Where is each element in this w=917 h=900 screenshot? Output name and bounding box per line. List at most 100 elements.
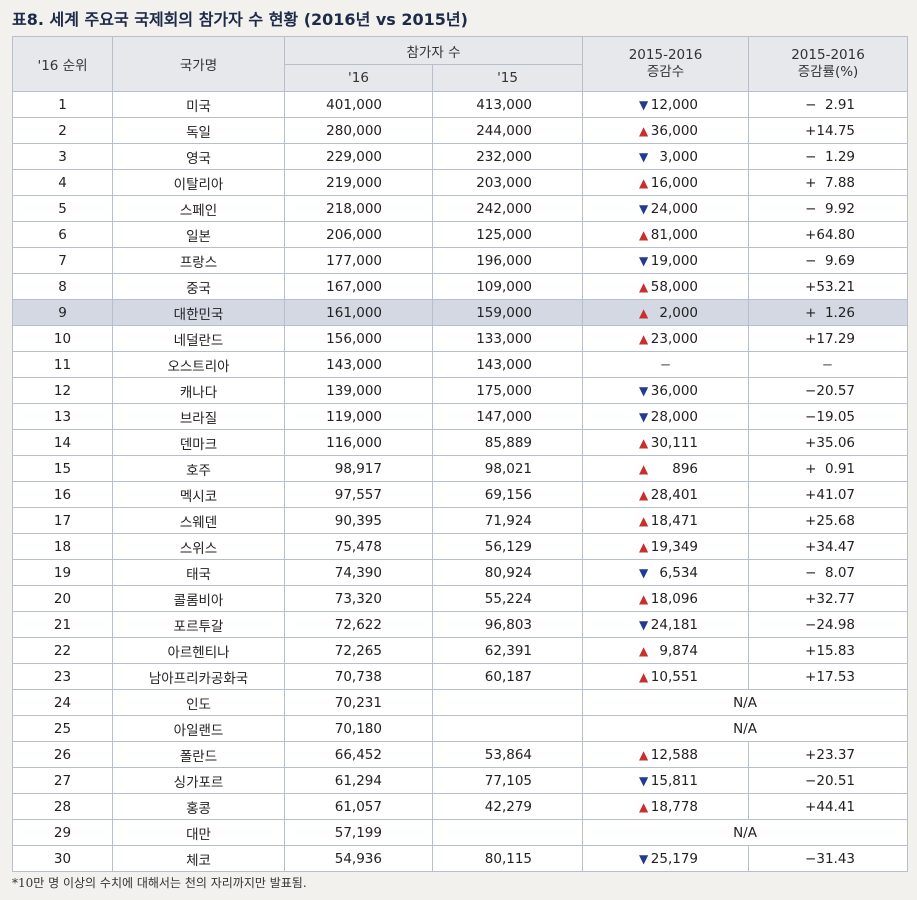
table-row: 1 미국 401,000 413,000 ▼ 12,000− 2.91 [12, 91, 909, 118]
change-value: 28,000 [650, 408, 699, 425]
country-cell: 프랑스 [112, 247, 285, 274]
participants-2015-cell: 232,000 [431, 143, 584, 170]
rank-cell: 7 [12, 247, 113, 274]
rate-cell: +44.41 [748, 793, 909, 820]
participants-2016-cell: 206,000 [284, 221, 433, 248]
participants-2015-cell: 56,129 [431, 533, 584, 560]
country-cell: 포르투갈 [112, 611, 285, 638]
change-value: 18,096 [650, 590, 699, 607]
change-cell: ▲ 36,000 [582, 117, 750, 144]
rank-cell: 11 [12, 351, 113, 378]
arrow-down-icon: ▼ [639, 409, 649, 424]
participants-2015-cell [431, 715, 584, 742]
arrow-up-icon: ▲ [639, 513, 649, 528]
country-cell: 네덜란드 [112, 325, 285, 352]
rank-cell: 27 [12, 767, 113, 794]
participants-2016-cell: 73,320 [284, 585, 433, 612]
participants-2016-cell: 54,936 [284, 845, 433, 872]
country-cell: 중국 [112, 273, 285, 300]
rate-cell: +64.80 [748, 221, 909, 248]
change-value: 19,000 [650, 252, 699, 269]
country-cell: 캐나다 [112, 377, 285, 404]
change-value: 6,534 [659, 564, 699, 581]
arrow-up-icon: ▲ [639, 461, 649, 476]
change-value: 896 [672, 460, 699, 477]
table-row: 15 호주 98,917 98,021 ▲ 896 + 0.91 [12, 455, 909, 482]
change-value: 12,588 [650, 746, 699, 763]
participants-2016-cell: 116,000 [284, 429, 433, 456]
header-participants: 참가자 수 [283, 36, 584, 65]
rate-cell: +35.06 [748, 429, 909, 456]
change-value: 36,000 [650, 382, 699, 399]
page-title: 표8. 세계 주요국 국제회의 참가자 수 현황 (2016년 vs 2015년… [12, 10, 468, 29]
country-cell: 호주 [112, 455, 285, 482]
country-cell: 덴마크 [112, 429, 285, 456]
rank-cell: 22 [12, 637, 113, 664]
rank-cell: 14 [12, 429, 113, 456]
table-row: 11 오스트리아 143,000 143,000− − [12, 351, 909, 378]
participants-2015-cell [431, 819, 584, 846]
change-cell: ▲ 19,349 [582, 533, 750, 560]
change-value: 81,000 [650, 226, 699, 243]
rate-cell: +25.68 [748, 507, 909, 534]
arrow-up-icon: ▲ [639, 539, 649, 554]
arrow-up-icon: ▲ [639, 669, 649, 684]
participants-2015-cell: 80,924 [431, 559, 584, 586]
country-cell: 폴란드 [112, 741, 285, 768]
rate-cell: +17.29 [748, 325, 909, 352]
participants-2016-cell: 70,231 [284, 689, 433, 716]
table-row: 5 스페인 218,000 242,000 ▼ 24,000− 9.92 [12, 195, 909, 222]
rank-cell: 26 [12, 741, 113, 768]
rate-cell: −20.51 [748, 767, 909, 794]
change-value: 36,000 [650, 122, 699, 139]
change-value: 23,000 [650, 330, 699, 347]
country-cell: 대한민국 [112, 299, 285, 326]
table-row: 29 대만 57,199 N/A [12, 819, 909, 846]
arrow-up-icon: ▲ [639, 305, 649, 320]
table-row: 24 인도 70,231 N/A [12, 689, 909, 716]
rate-cell: + 1.26 [748, 299, 909, 326]
country-cell: 싱가포르 [112, 767, 285, 794]
participants-2016-cell: 156,000 [284, 325, 433, 352]
change-cell: ▲ 16,000 [582, 169, 750, 196]
rate-cell: +53.21 [748, 273, 909, 300]
arrow-up-icon: ▲ [639, 279, 649, 294]
change-cell: ▼ 28,000 [582, 403, 750, 430]
change-cell: ▲ 23,000 [582, 325, 750, 352]
change-na-cell: N/A [582, 715, 909, 742]
rate-cell: +32.77 [748, 585, 909, 612]
change-cell: ▲ 10,551 [582, 663, 750, 690]
change-value: 30,111 [650, 434, 699, 451]
footnote: *10만 명 이상의 수치에 대해서는 천의 자리까지만 발표됨. [12, 876, 307, 890]
participants-2016-cell: 61,057 [284, 793, 433, 820]
country-cell: 이탈리아 [112, 169, 285, 196]
rate-cell: −19.05 [748, 403, 909, 430]
change-value: 19,349 [650, 538, 699, 555]
table-row: 20 콜롬비아 73,320 55,224 ▲ 18,096 +32.77 [12, 585, 909, 612]
country-cell: 미국 [112, 91, 285, 118]
rate-cell: + 7.88 [748, 169, 909, 196]
change-cell: ▼ 24,181 [582, 611, 750, 638]
change-value: 25,179 [650, 850, 699, 867]
country-cell: 아일랜드 [112, 715, 285, 742]
participants-2016-cell: 74,390 [284, 559, 433, 586]
participants-2015-cell: 69,156 [431, 481, 584, 508]
table-row: 19 태국 74,390 80,924 ▼ 6,534 − 8.07 [12, 559, 909, 586]
change-value: 10,551 [650, 668, 699, 685]
change-cell: − [582, 351, 750, 378]
participants-2015-cell: 242,000 [431, 195, 584, 222]
country-cell: 홍콩 [112, 793, 285, 820]
participants-2015-cell: 60,187 [431, 663, 584, 690]
participants-2015-cell: 77,105 [431, 767, 584, 794]
rate-cell: +34.47 [748, 533, 909, 560]
rate-cell: − [748, 351, 909, 378]
header-2015: '15 [431, 64, 584, 92]
rank-cell: 21 [12, 611, 113, 638]
rank-cell: 13 [12, 403, 113, 430]
participants-2016-cell: 75,478 [284, 533, 433, 560]
participants-2016-cell: 139,000 [284, 377, 433, 404]
change-cell: ▲ 58,000 [582, 273, 750, 300]
table-row: 30 체코 54,936 80,115 ▼ 25,179 −31.43 [12, 845, 909, 872]
rank-cell: 17 [12, 507, 113, 534]
table-row: 26 폴란드 66,452 53,864 ▲ 12,588 +23.37 [12, 741, 909, 768]
